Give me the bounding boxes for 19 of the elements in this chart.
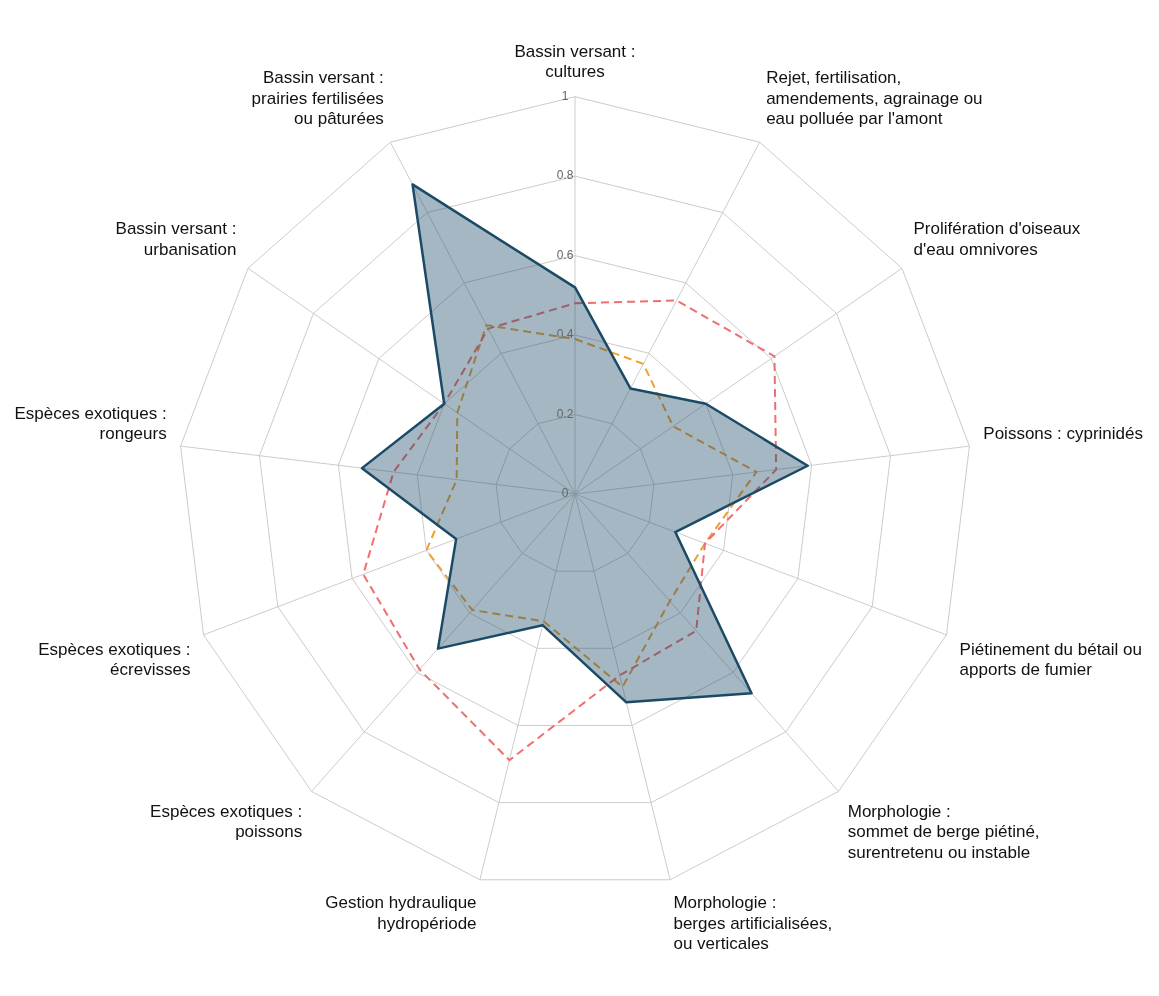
spoke-label: Espèces exotiques : rongeurs: [14, 403, 167, 443]
y-tick-label: 0.2: [556, 406, 574, 421]
spoke-label: Gestion hydraulique hydropériode: [325, 893, 477, 933]
spoke-label: Espèces exotiques : écrevisses: [38, 639, 191, 680]
spoke-label: Morphologie : sommet de berge piétiné, surentretenu ou instable: [847, 801, 1040, 862]
spoke-label: Piétinement du bétail ou apports de fumier: [959, 639, 1142, 680]
spoke-label: Bassin versant : cultures: [514, 41, 636, 82]
spoke-label: Poissons : cyprinidés: [983, 423, 1144, 443]
spoke-label: Rejet, fertilisation, amendements, agrainage ou eau polluée par l'amont: [766, 68, 983, 129]
spoke-label: Prolifération d'oiseaux d'eau omnivores: [913, 219, 1081, 259]
y-tick-label: 0: [561, 486, 569, 501]
y-tick-label: 0.4: [556, 327, 574, 342]
spoke-label: Bassin versant : prairies fertilisées ou pâturées: [251, 68, 384, 129]
spoke-label: Bassin versant : urbanisation: [115, 219, 237, 259]
spoke-label: Espèces exotiques : poissons: [150, 801, 303, 842]
y-tick-label: 0.8: [556, 168, 574, 183]
y-tick-label: 0.6: [556, 247, 574, 262]
y-tick-label: 1: [561, 89, 569, 103]
spoke-label: Morphologie : berges artificialisées, ou verticales: [673, 893, 833, 954]
